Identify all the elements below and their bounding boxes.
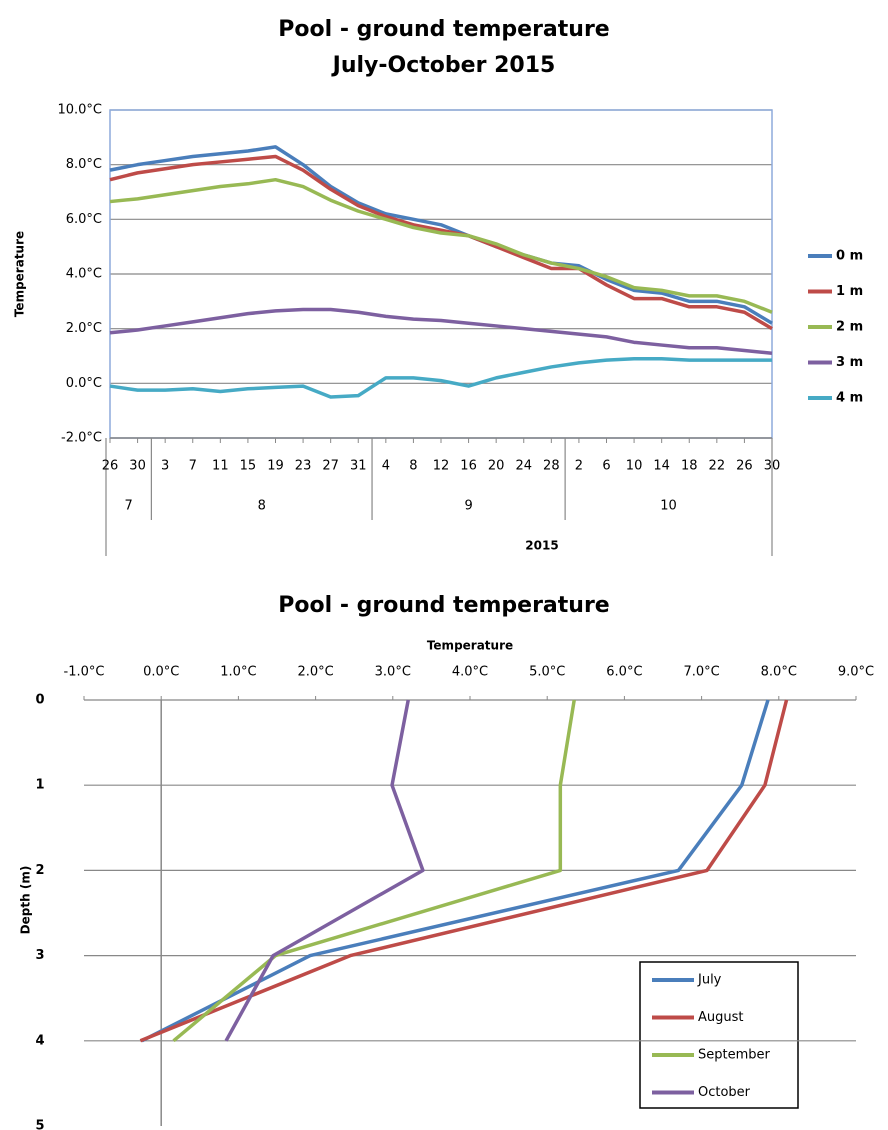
y-axis-title: Depth (m) <box>19 866 33 935</box>
x-tick-label: 30 <box>129 459 146 474</box>
x-tick-label: 14 <box>653 459 670 474</box>
month-label: 10 <box>660 499 677 514</box>
x-tick-label: 8.0°C <box>761 665 797 680</box>
x-axis-title: Temperature <box>427 639 513 653</box>
series-line <box>109 145 773 325</box>
legend-label: August <box>698 1010 744 1025</box>
x-tick-label: 18 <box>681 459 698 474</box>
x-tick-label: 15 <box>240 459 257 474</box>
series-line <box>224 699 425 1042</box>
x-tick-label: 3.0°C <box>375 665 411 680</box>
month-label: 9 <box>464 499 472 514</box>
x-tick-label: 8 <box>409 459 417 474</box>
y-tick-label: 4 <box>35 1033 44 1048</box>
x-tick-label: 22 <box>709 459 726 474</box>
y-tick-label: 2 <box>35 863 44 878</box>
legend-label: 1 m <box>836 284 863 299</box>
series-line <box>109 356 772 399</box>
legend-label: September <box>698 1048 771 1063</box>
series-line <box>141 699 770 1043</box>
year-label: 2015 <box>525 539 558 553</box>
legend-box <box>639 961 799 1109</box>
y-tick-label: 6.0°C <box>66 212 102 227</box>
y-axis-title: Temperature <box>13 231 27 317</box>
y-tick-label: 3 <box>35 948 44 963</box>
series-line <box>109 177 773 314</box>
x-tick-label: 7 <box>189 459 197 474</box>
x-tick-label: 1.0°C <box>220 665 256 680</box>
x-tick-label: 5.0°C <box>529 665 565 680</box>
x-tick-label: 0.0°C <box>143 665 179 680</box>
legend-label: 0 m <box>836 249 863 264</box>
legend-label: October <box>698 1085 751 1100</box>
legend-label: 3 m <box>836 355 863 370</box>
legend-label: July <box>697 973 722 988</box>
x-tick-label: 26 <box>102 459 119 474</box>
x-tick-label: 30 <box>764 459 781 474</box>
legend-label: 4 m <box>836 391 863 406</box>
x-tick-label: 31 <box>350 459 367 474</box>
x-tick-label: 23 <box>295 459 312 474</box>
month-label: 7 <box>125 499 133 514</box>
legend-label: 2 m <box>836 320 863 335</box>
x-tick-label: 6 <box>602 459 610 474</box>
x-tick-label: 24 <box>515 459 532 474</box>
y-tick-label: 2.0°C <box>66 321 102 336</box>
series-line <box>139 699 789 1043</box>
y-tick-label: 1 <box>35 778 44 793</box>
y-tick-label: 0 <box>35 693 44 708</box>
x-tick-label: 3 <box>161 459 169 474</box>
x-tick-label: 10 <box>626 459 643 474</box>
x-tick-label: 26 <box>736 459 753 474</box>
x-tick-label: 6.0°C <box>606 665 642 680</box>
y-tick-label: 4.0°C <box>66 267 102 282</box>
x-tick-label: 27 <box>322 459 339 474</box>
series-line <box>109 307 773 356</box>
series-line <box>109 154 773 331</box>
y-tick-label: -2.0°C <box>61 431 102 446</box>
series-line <box>172 699 576 1043</box>
x-tick-label: -1.0°C <box>64 665 105 680</box>
x-tick-label: 2.0°C <box>297 665 333 680</box>
y-tick-label: 0.0°C <box>66 376 102 391</box>
x-tick-label: 4 <box>382 459 390 474</box>
x-tick-label: 11 <box>212 459 229 474</box>
x-tick-label: 19 <box>267 459 284 474</box>
y-tick-label: 5 <box>35 1119 44 1130</box>
x-tick-label: 2 <box>575 459 583 474</box>
chart-subtitle: July-October 2015 <box>331 53 556 78</box>
x-tick-label: 9.0°C <box>838 665 874 680</box>
chart-title: Pool - ground temperature <box>278 17 609 42</box>
x-tick-label: 7.0°C <box>683 665 719 680</box>
chart-title: Pool - ground temperature <box>278 593 609 618</box>
x-tick-label: 28 <box>543 459 560 474</box>
month-label: 8 <box>258 499 266 514</box>
x-tick-label: 12 <box>433 459 450 474</box>
y-tick-label: 10.0°C <box>57 103 102 118</box>
y-tick-label: 8.0°C <box>66 157 102 172</box>
x-tick-label: 4.0°C <box>452 665 488 680</box>
x-tick-label: 16 <box>460 459 477 474</box>
x-tick-label: 20 <box>488 459 505 474</box>
